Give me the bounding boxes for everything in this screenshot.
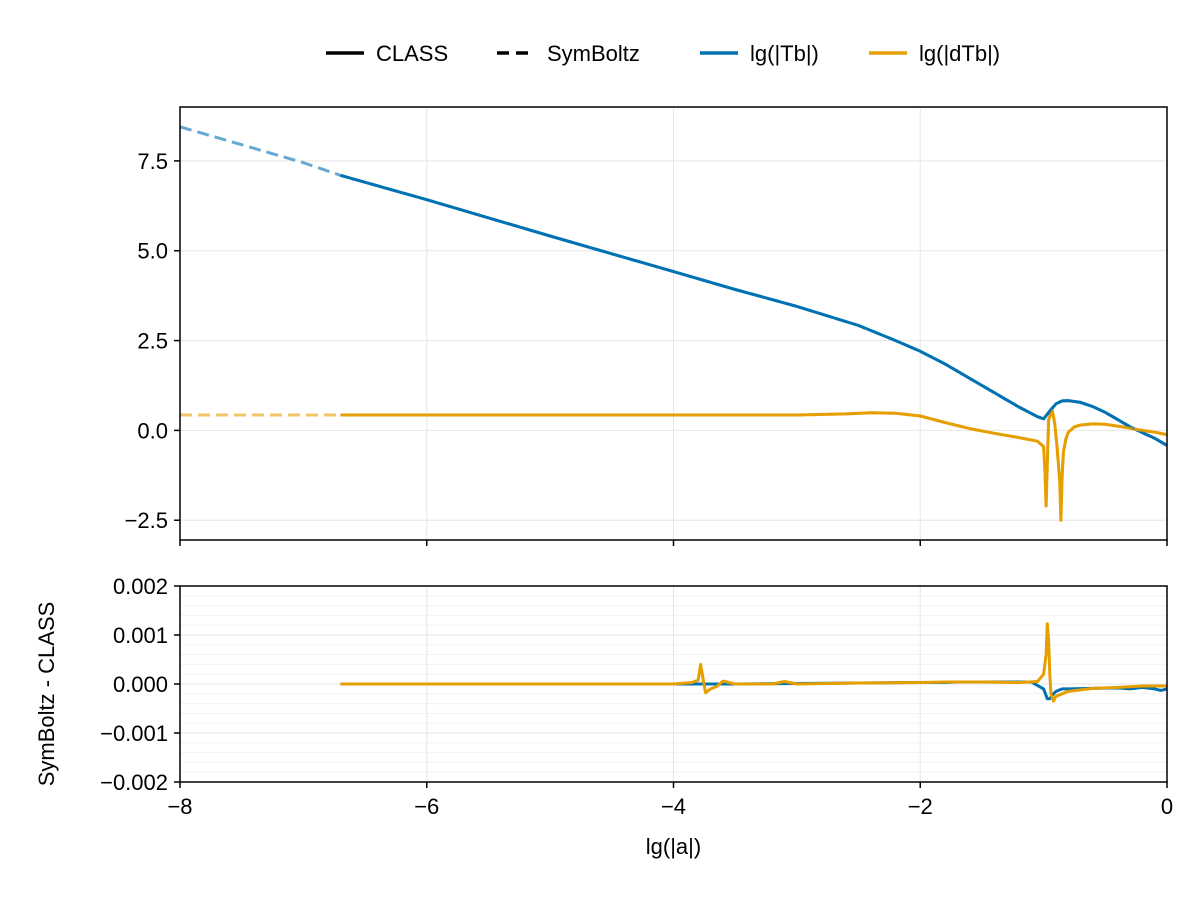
- bottom-panel: −0.002 −0.001 0.000 0.001 0.002 −8 −6 −4 −2 0 lg(|…: [34, 574, 1173, 859]
- y-tick-label: 0.001: [113, 623, 168, 648]
- legend-label: lg(|dTb|): [919, 41, 1000, 66]
- y-tick-label: 0.002: [113, 574, 168, 599]
- x-tick-label: −8: [167, 794, 192, 819]
- y-axis-label: SymBoltz - CLASS: [34, 602, 59, 787]
- y-tick-label: −0.001: [100, 721, 168, 746]
- legend-item: lg(|Tb|): [700, 41, 819, 66]
- series-line-class-tb: [339, 173, 1167, 447]
- y-tick-label: 0.0: [137, 418, 168, 443]
- legend-item: CLASS: [326, 41, 448, 66]
- x-tick-label: −6: [414, 794, 439, 819]
- y-tick-label: 0.000: [113, 672, 168, 697]
- y-tick-label: −2.5: [125, 508, 168, 533]
- series-line-dtb: [340, 622, 1167, 703]
- legend-label: CLASS: [376, 41, 448, 66]
- series-line-class-dtb: [340, 409, 1167, 522]
- series-group: [180, 125, 1167, 522]
- y-tick-label: 7.5: [137, 149, 168, 174]
- legend: CLASS SymBoltz lg(|Tb|) lg(|dTb|): [326, 41, 1000, 66]
- x-axis-label: lg(|a|): [646, 834, 701, 859]
- legend-label: lg(|Tb|): [750, 41, 819, 66]
- x-tick-label: −4: [661, 794, 686, 819]
- top-panel: −2.5 0.0 2.5 5.0 7.5: [125, 106, 1168, 546]
- y-tick-label: −0.002: [100, 770, 168, 795]
- legend-item: lg(|dTb|): [869, 41, 1000, 66]
- legend-label: SymBoltz: [547, 41, 640, 66]
- series-group: [340, 622, 1167, 703]
- y-tick-label: 5.0: [137, 239, 168, 264]
- x-tick-label: −2: [908, 794, 933, 819]
- y-tick-label: 2.5: [137, 329, 168, 354]
- legend-item: SymBoltz: [497, 41, 640, 66]
- series-line-symboltz-dtb: [180, 409, 1167, 522]
- x-tick-label: 0: [1161, 794, 1173, 819]
- series-line-symboltz-tb: [180, 125, 1167, 447]
